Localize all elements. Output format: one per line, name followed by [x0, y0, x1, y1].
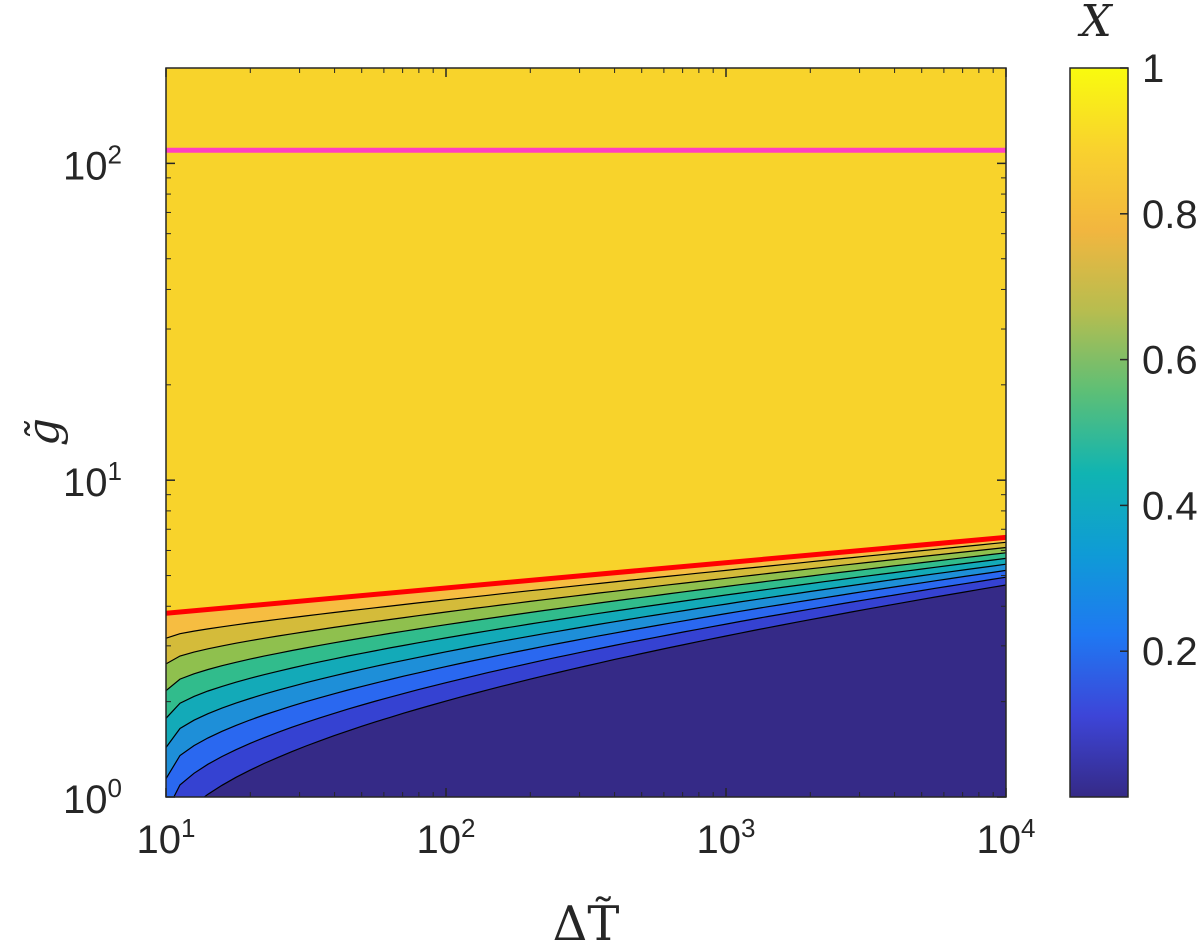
- x-tick-label: 103: [697, 813, 756, 862]
- colorbar-label: X: [1077, 0, 1113, 47]
- x-tick-label: 101: [137, 813, 196, 862]
- colorbar-tick-label: 0.8: [1142, 193, 1198, 237]
- contour-band-0: [204, 585, 1006, 797]
- contour-line-7: [166, 541, 1006, 639]
- plot-area: 101 102 103 104 100 101 102: [63, 67, 1036, 862]
- contour-line-0: [203, 584, 1006, 797]
- colorbar-tick-label: 0.6: [1142, 339, 1198, 383]
- colorbar-ticks: 0.2 0.4 0.6 0.8 1: [1120, 47, 1198, 674]
- colorbar-bar: [1069, 67, 1129, 798]
- x-tick-label: 102: [417, 813, 476, 862]
- x-tick-label: 104: [977, 813, 1036, 862]
- x-axis-label: ΔT̃: [553, 894, 620, 948]
- contour-line-1: [173, 576, 1006, 797]
- colorbar-tick-label: 0.2: [1142, 630, 1198, 674]
- contour-line-6: [166, 546, 1006, 665]
- colorbar: 0.2 0.4 0.6 0.8 1 X: [1069, 0, 1198, 798]
- colorbar-tick-label: 1: [1142, 47, 1164, 91]
- contour-line-2: [166, 569, 1006, 780]
- y-axis: 100 101 102: [63, 67, 1006, 822]
- highlight-lines: [166, 147, 1006, 616]
- contour-fills: [166, 537, 1006, 797]
- plot-frame: [165, 67, 1007, 798]
- y-tick-label: 100: [63, 773, 122, 822]
- x-axis: 101 102 103 104: [137, 68, 1036, 862]
- y-tick-label: 102: [63, 139, 122, 188]
- contour-line-5: [166, 552, 1006, 692]
- red-boundary-line: [166, 534, 1006, 616]
- y-axis-label: g̃: [18, 418, 69, 446]
- colorbar-tick-label: 0.4: [1142, 484, 1198, 528]
- contour-line-3: [166, 563, 1006, 748]
- contour-line-4: [166, 557, 1006, 719]
- y-tick-label: 101: [63, 456, 122, 505]
